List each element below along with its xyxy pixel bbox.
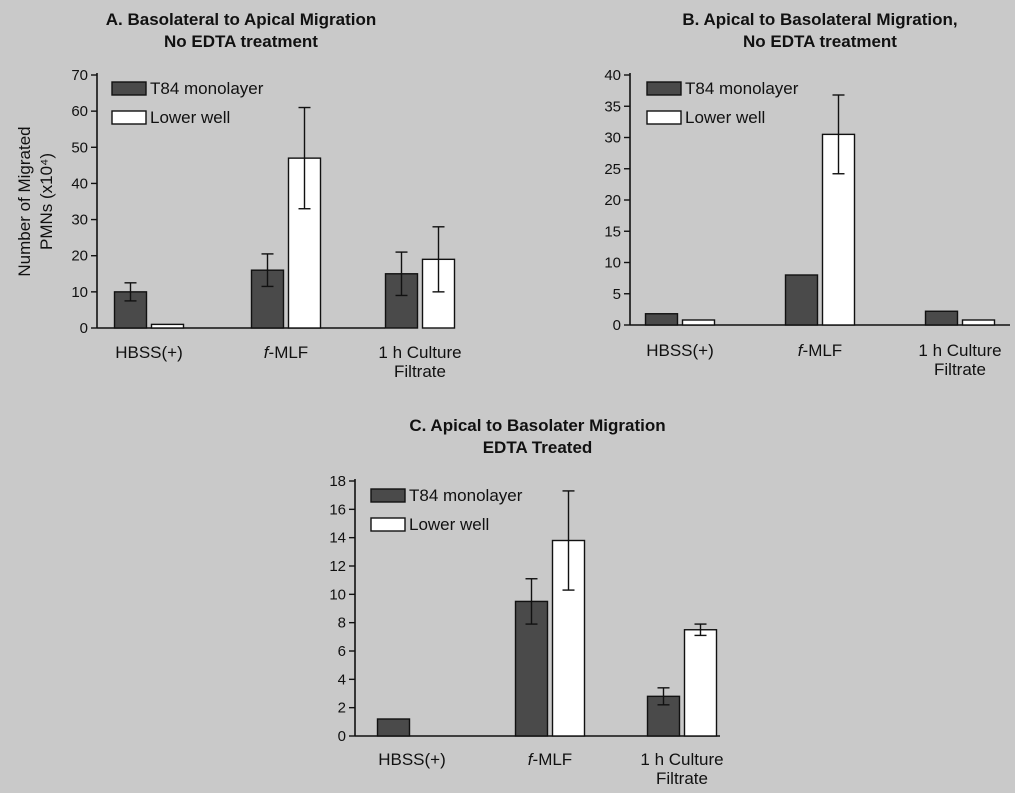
y-axis-label-line: Number of Migrated bbox=[15, 126, 34, 276]
category-label: Filtrate bbox=[656, 769, 708, 788]
y-tick-label: 30 bbox=[604, 130, 621, 147]
bar-lower-well bbox=[150, 323, 185, 329]
category-label: f-MLF bbox=[264, 343, 308, 362]
chart-title: A. Basolateral to Apical Migration bbox=[106, 10, 376, 29]
chart-title: B. Apical to Basolateral Migration, bbox=[682, 10, 957, 29]
bar-t84-monolayer bbox=[784, 274, 819, 326]
bar-t84-monolayer bbox=[384, 273, 419, 329]
category-label: Filtrate bbox=[934, 360, 986, 379]
legend-label: T84 monolayer bbox=[150, 79, 264, 98]
y-tick-label: 50 bbox=[71, 139, 88, 156]
y-tick-label: 12 bbox=[329, 558, 346, 575]
bar-lower-well bbox=[683, 629, 718, 737]
y-tick-label: 0 bbox=[613, 317, 621, 334]
y-tick-label: 10 bbox=[329, 586, 346, 603]
y-tick-label: 25 bbox=[604, 161, 621, 178]
bar-t84-monolayer bbox=[644, 313, 679, 326]
y-tick-label: 35 bbox=[604, 98, 621, 115]
legend-swatch bbox=[646, 110, 682, 125]
legend-label: T84 monolayer bbox=[409, 486, 523, 505]
bar-lower-well bbox=[961, 319, 996, 326]
y-tick-label: 14 bbox=[329, 530, 346, 547]
legend-swatch bbox=[111, 110, 147, 125]
y-tick-label: 40 bbox=[71, 175, 88, 192]
legend-label: T84 monolayer bbox=[685, 79, 799, 98]
y-axis-label-line: PMNs (x10⁴) bbox=[37, 153, 56, 250]
y-tick-label: 2 bbox=[338, 700, 346, 717]
y-tick-label: 20 bbox=[604, 192, 621, 209]
legend-swatch bbox=[370, 517, 406, 532]
legend-label: Lower well bbox=[685, 108, 765, 127]
y-tick-label: 4 bbox=[338, 671, 346, 688]
bar-t84-monolayer bbox=[376, 718, 411, 737]
y-tick-label: 40 bbox=[604, 67, 621, 84]
y-tick-label: 5 bbox=[613, 286, 621, 303]
y-tick-label: 16 bbox=[329, 501, 346, 518]
y-tick-label: 60 bbox=[71, 103, 88, 120]
y-tick-label: 10 bbox=[604, 255, 621, 272]
chart-panel-b: B. Apical to Basolateral Migration, No ED… bbox=[604, 10, 1010, 379]
chart-panel-a: A. Basolateral to Apical Migration No EDT… bbox=[15, 10, 462, 381]
y-tick-label: 10 bbox=[71, 284, 88, 301]
legend: T84 monolayer Lower well bbox=[646, 79, 799, 127]
chart-panel-c: C. Apical to Basolater Migration EDTA Tre… bbox=[329, 416, 723, 788]
chart-title: C. Apical to Basolater Migration bbox=[409, 416, 665, 435]
category-label: 1 h Culture bbox=[378, 343, 461, 362]
category-label: 1 h Culture bbox=[640, 750, 723, 769]
legend-swatch bbox=[646, 81, 682, 96]
bar-t84-monolayer bbox=[250, 269, 285, 329]
category-label: HBSS(+) bbox=[646, 341, 714, 360]
chart-title: No EDTA treatment bbox=[743, 32, 897, 51]
chart-title: No EDTA treatment bbox=[164, 32, 318, 51]
y-tick-label: 30 bbox=[71, 212, 88, 229]
category-label: HBSS(+) bbox=[378, 750, 446, 769]
bar-t84-monolayer bbox=[924, 310, 959, 326]
category-label: f-MLF bbox=[798, 341, 842, 360]
y-tick-label: 18 bbox=[329, 473, 346, 490]
y-tick-label: 70 bbox=[71, 67, 88, 84]
legend: T84 monolayer Lower well bbox=[111, 79, 264, 127]
legend-label: Lower well bbox=[409, 515, 489, 534]
legend-label: Lower well bbox=[150, 108, 230, 127]
y-tick-label: 0 bbox=[338, 728, 346, 745]
bar-lower-well bbox=[681, 319, 716, 326]
y-tick-label: 8 bbox=[338, 615, 346, 632]
y-tick-label: 20 bbox=[71, 248, 88, 265]
legend-swatch bbox=[111, 81, 147, 96]
category-label: 1 h Culture bbox=[918, 341, 1001, 360]
chart-title: EDTA Treated bbox=[483, 438, 593, 457]
legend-swatch bbox=[370, 488, 406, 503]
y-tick-label: 15 bbox=[604, 223, 621, 240]
category-label: Filtrate bbox=[394, 362, 446, 381]
y-tick-label: 6 bbox=[338, 643, 346, 660]
y-axis-label: Number of Migrated PMNs (x10⁴) bbox=[15, 126, 56, 276]
category-label: HBSS(+) bbox=[115, 343, 183, 362]
y-tick-label: 0 bbox=[80, 320, 88, 337]
legend: T84 monolayer Lower well bbox=[370, 486, 523, 534]
category-label: f-MLF bbox=[528, 750, 572, 769]
